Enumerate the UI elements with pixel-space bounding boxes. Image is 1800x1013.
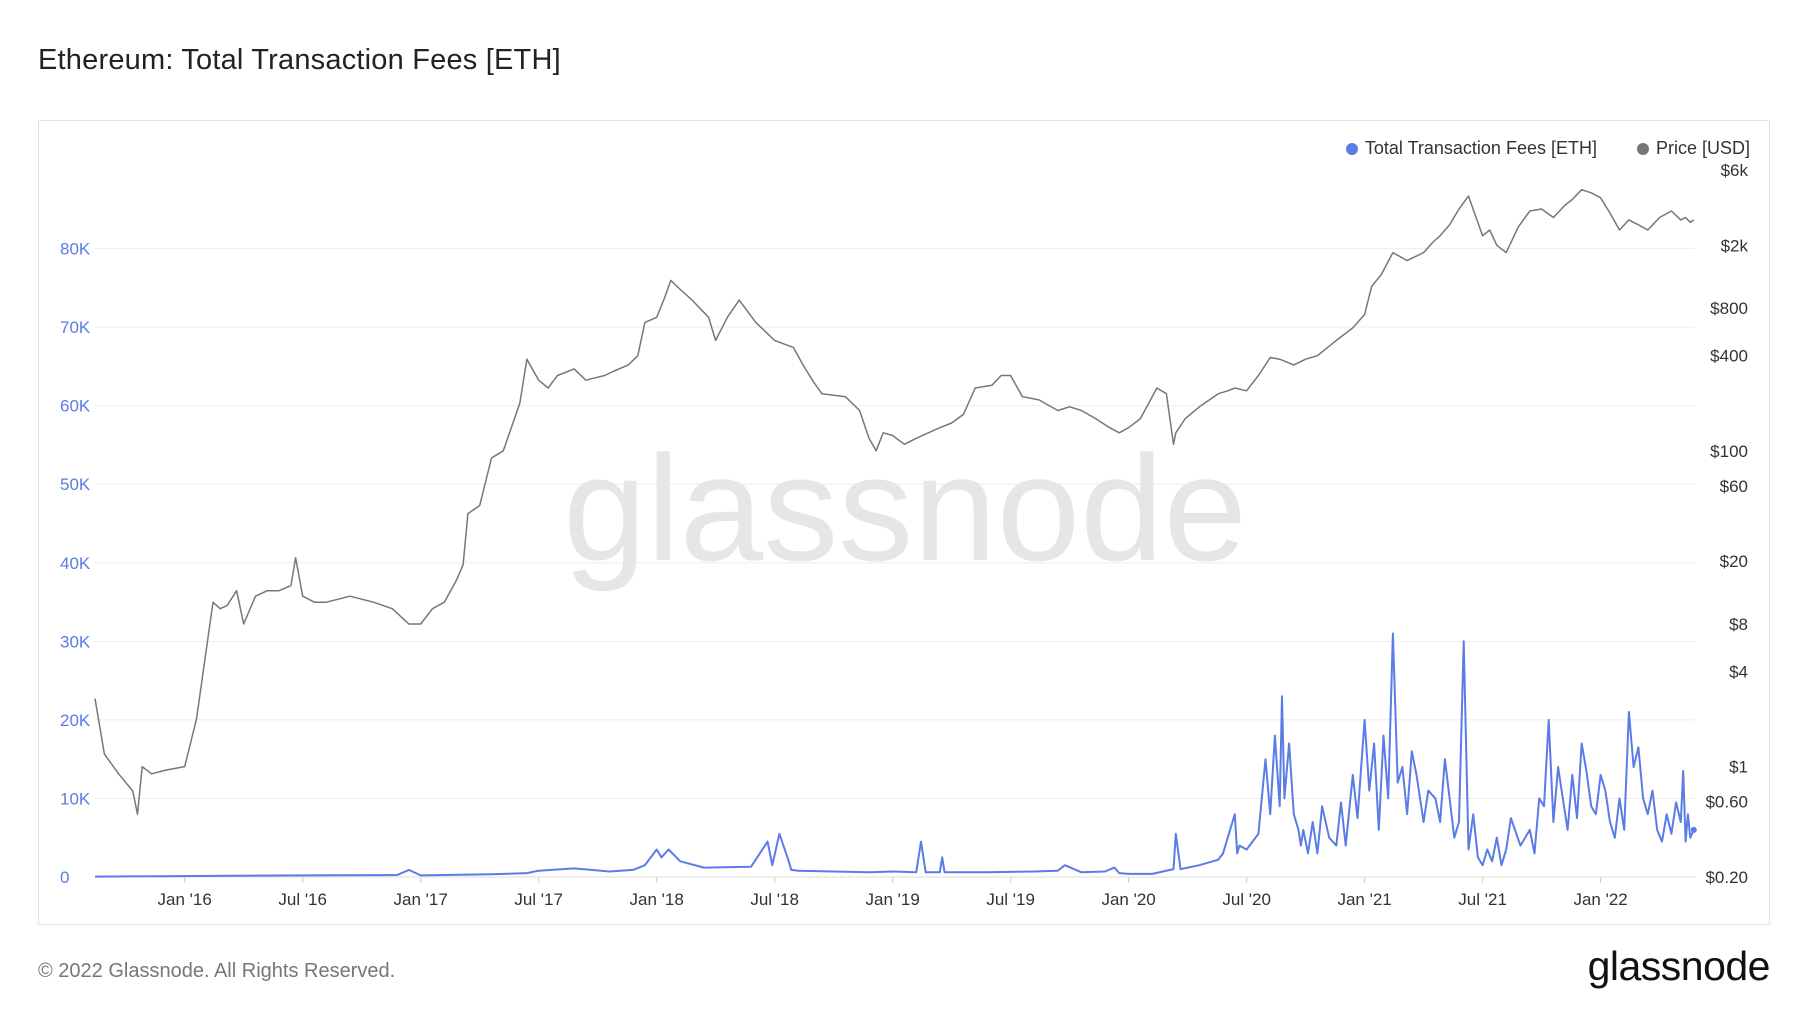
y-right-tick-label: $4	[1729, 663, 1748, 682]
x-tick-label: Jan '20	[1101, 890, 1155, 909]
y-left-tick-label: 40K	[60, 554, 91, 573]
x-tick-label: Jan '22	[1573, 890, 1627, 909]
x-tick-label: Jul '17	[514, 890, 563, 909]
x-tick-label: Jul '20	[1222, 890, 1271, 909]
chart-title: Ethereum: Total Transaction Fees [ETH]	[38, 44, 561, 76]
x-tick-label: Jan '16	[158, 890, 212, 909]
y-axis-left: 0 10K 20K 30K 40K 50K 60K 70K 80K	[60, 240, 91, 887]
y-right-tick-label: $2k	[1721, 236, 1749, 255]
y-right-tick-label: $0.60	[1705, 793, 1748, 812]
y-left-tick-label: 10K	[60, 789, 91, 808]
y-left-tick-label: 50K	[60, 475, 91, 494]
x-axis: Jan '16 Jul '16 Jan '17 Jul '17 Jan '18 Jul '…	[95, 876, 1695, 909]
y-left-tick-label: 0	[60, 868, 69, 887]
y-right-tick-label: $1	[1729, 758, 1748, 777]
brand-logo: glassnode	[1587, 943, 1771, 989]
y-left-tick-label: 70K	[60, 318, 91, 337]
y-left-tick-label: 80K	[60, 240, 91, 259]
y-right-tick-label: $0.20	[1705, 868, 1748, 887]
legend-fees-label: Total Transaction Fees [ETH]	[1364, 138, 1597, 158]
legend-fees-dot	[1345, 142, 1358, 155]
y-right-tick-label: $8	[1729, 615, 1748, 634]
watermark: glassnode	[563, 424, 1247, 592]
x-tick-label: Jul '19	[986, 890, 1035, 909]
chart-legend: Total Transaction Fees [ETH] Price [USD]	[1345, 138, 1750, 159]
x-tick-label: Jul '16	[278, 890, 327, 909]
y-right-tick-label: $6k	[1721, 161, 1749, 180]
legend-price-label: Price [USD]	[1655, 138, 1750, 158]
y-right-tick-label: $20	[1720, 552, 1748, 571]
y-right-tick-label: $800	[1710, 299, 1748, 318]
copyright-footer: © 2022 Glassnode. All Rights Reserved.	[38, 960, 396, 982]
y-right-tick-label: $100	[1710, 442, 1748, 461]
y-right-tick-label: $400	[1710, 347, 1748, 366]
y-right-tick-label: $60	[1720, 477, 1748, 496]
y-axis-right: $0.20 $0.60 $1 $4 $8 $20 $60 $100 $400 $800 $2k $6k	[1705, 161, 1748, 887]
x-tick-label: Jul '18	[750, 890, 799, 909]
fees-last-point	[1690, 826, 1697, 833]
x-tick-label: Jan '18	[630, 890, 684, 909]
x-tick-label: Jan '21	[1337, 890, 1391, 909]
x-tick-label: Jan '19	[865, 890, 919, 909]
legend-item-price[interactable]: Price [USD]	[1636, 138, 1750, 159]
legend-item-fees[interactable]: Total Transaction Fees [ETH]	[1345, 138, 1597, 159]
fees-series-line	[94, 632, 1695, 878]
x-tick-label: Jul '21	[1458, 890, 1507, 909]
legend-price-dot	[1636, 142, 1649, 155]
y-left-tick-label: 30K	[60, 632, 91, 651]
chart-panel	[38, 120, 1770, 925]
price-series-line	[94, 188, 1695, 815]
x-tick-label: Jan '17	[394, 890, 448, 909]
y-left-tick-label: 60K	[60, 397, 91, 416]
y-left-tick-label: 20K	[60, 711, 91, 730]
